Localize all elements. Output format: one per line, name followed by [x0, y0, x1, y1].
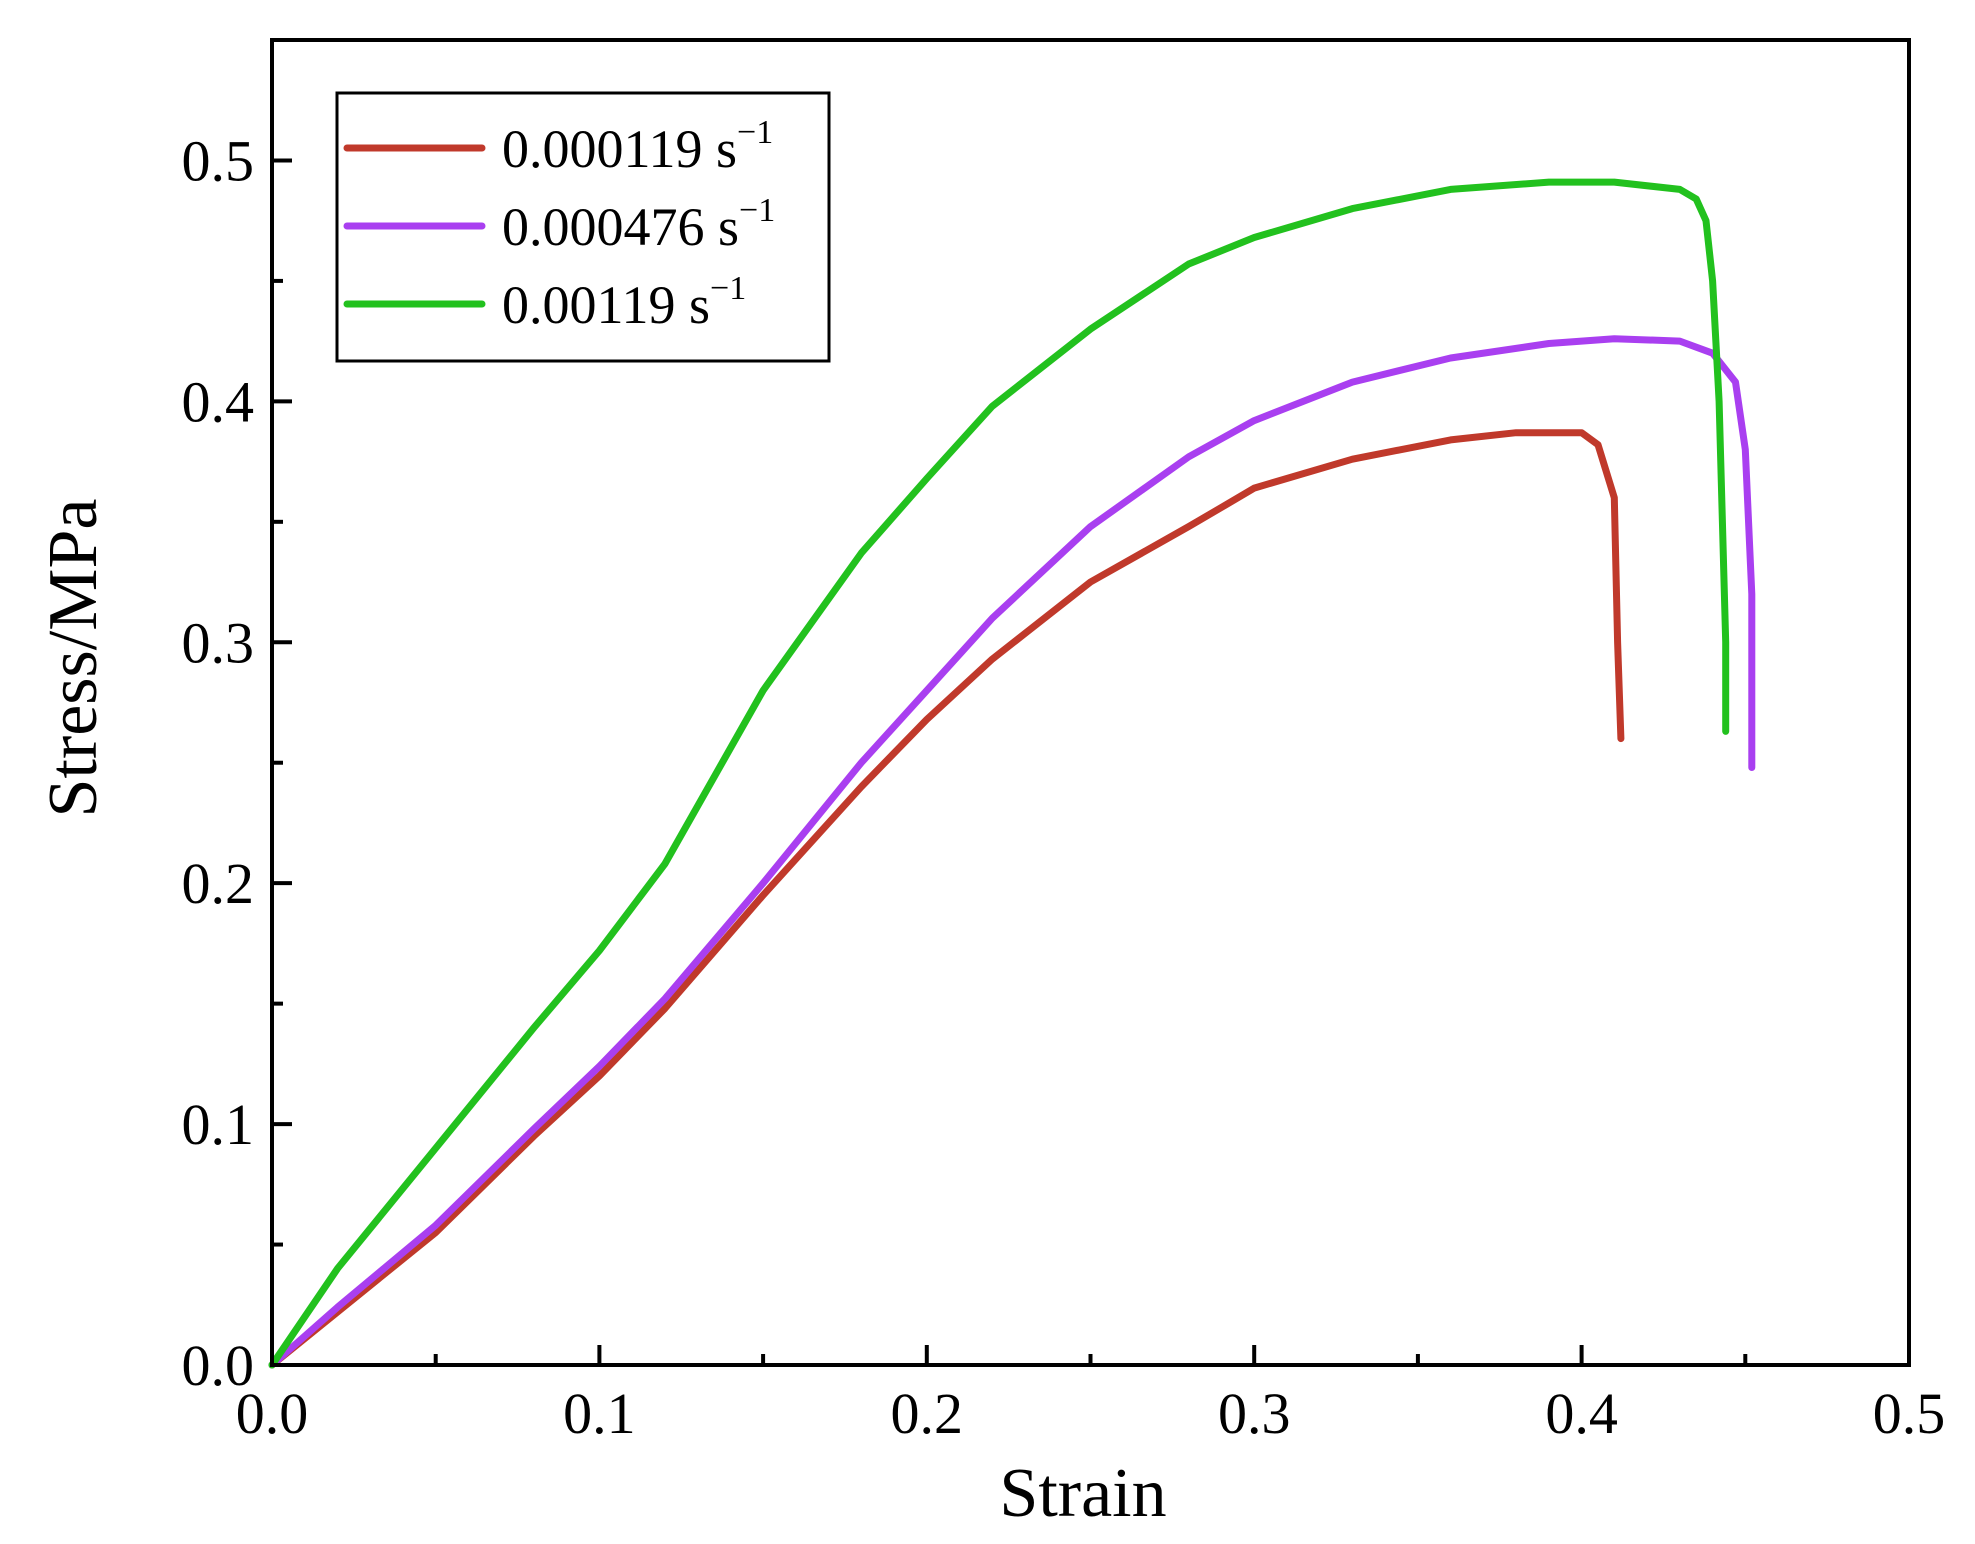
x-tick-label: 0.4: [1545, 1381, 1618, 1446]
legend-label-exponent: −1: [739, 192, 775, 229]
x-axis-label: Strain: [999, 1455, 1166, 1532]
legend-label-text: 0.000119 s: [502, 119, 737, 179]
y-tick-label: 0.0: [182, 1333, 255, 1398]
legend: 0.000119 s−10.000476 s−10.00119 s−1: [335, 91, 831, 363]
legend-label-text: 0.00119 s: [502, 275, 710, 335]
legend-label-exponent: −1: [737, 114, 773, 151]
plot-layer: [268, 178, 1756, 1369]
legend-label-3: 0.00119 s−1: [502, 270, 746, 335]
series-line-3: [268, 178, 1730, 1369]
x-tick-label: 0.1: [563, 1381, 636, 1446]
legend-label-2: 0.000476 s−1: [502, 192, 775, 257]
legend-label-1: 0.000119 s−1: [502, 114, 773, 179]
legend-label-text: 0.000476 s: [502, 197, 739, 257]
x-tick-label: 0.5: [1873, 1381, 1946, 1446]
y-tick-label: 0.2: [182, 851, 255, 916]
x-tick-label: 0.0: [236, 1381, 309, 1446]
y-tick-label: 0.3: [182, 610, 255, 675]
x-tick-label: 0.3: [1218, 1381, 1291, 1446]
series-line-1: [268, 429, 1625, 1369]
series-line-2: [268, 335, 1756, 1369]
y-tick-label: 0.4: [182, 369, 255, 434]
y-tick-label: 0.5: [182, 128, 255, 193]
axes-layer: 0.0 0.1 0.2 0.3 0.4 0.5 0.0 0.1 0.2 0.3 0.4 0.5: [182, 38, 1946, 1446]
x-tick-label: 0.2: [891, 1381, 964, 1446]
legend-label-exponent: −1: [710, 270, 746, 307]
y-axis-label: Stress/MPa: [35, 499, 112, 818]
y-tick-label: 0.1: [182, 1092, 255, 1157]
